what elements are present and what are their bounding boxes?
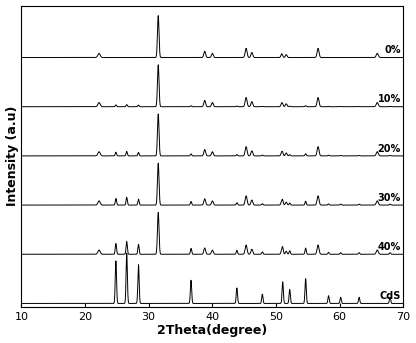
Y-axis label: Intensity (a.u): Intensity (a.u): [5, 106, 19, 206]
Text: 10%: 10%: [378, 94, 401, 105]
Text: 40%: 40%: [378, 242, 401, 252]
Text: 30%: 30%: [378, 193, 401, 203]
Text: 0%: 0%: [384, 45, 401, 55]
Text: 20%: 20%: [378, 144, 401, 154]
X-axis label: 2Theta(degree): 2Theta(degree): [157, 324, 267, 338]
Text: CdS: CdS: [379, 291, 401, 301]
